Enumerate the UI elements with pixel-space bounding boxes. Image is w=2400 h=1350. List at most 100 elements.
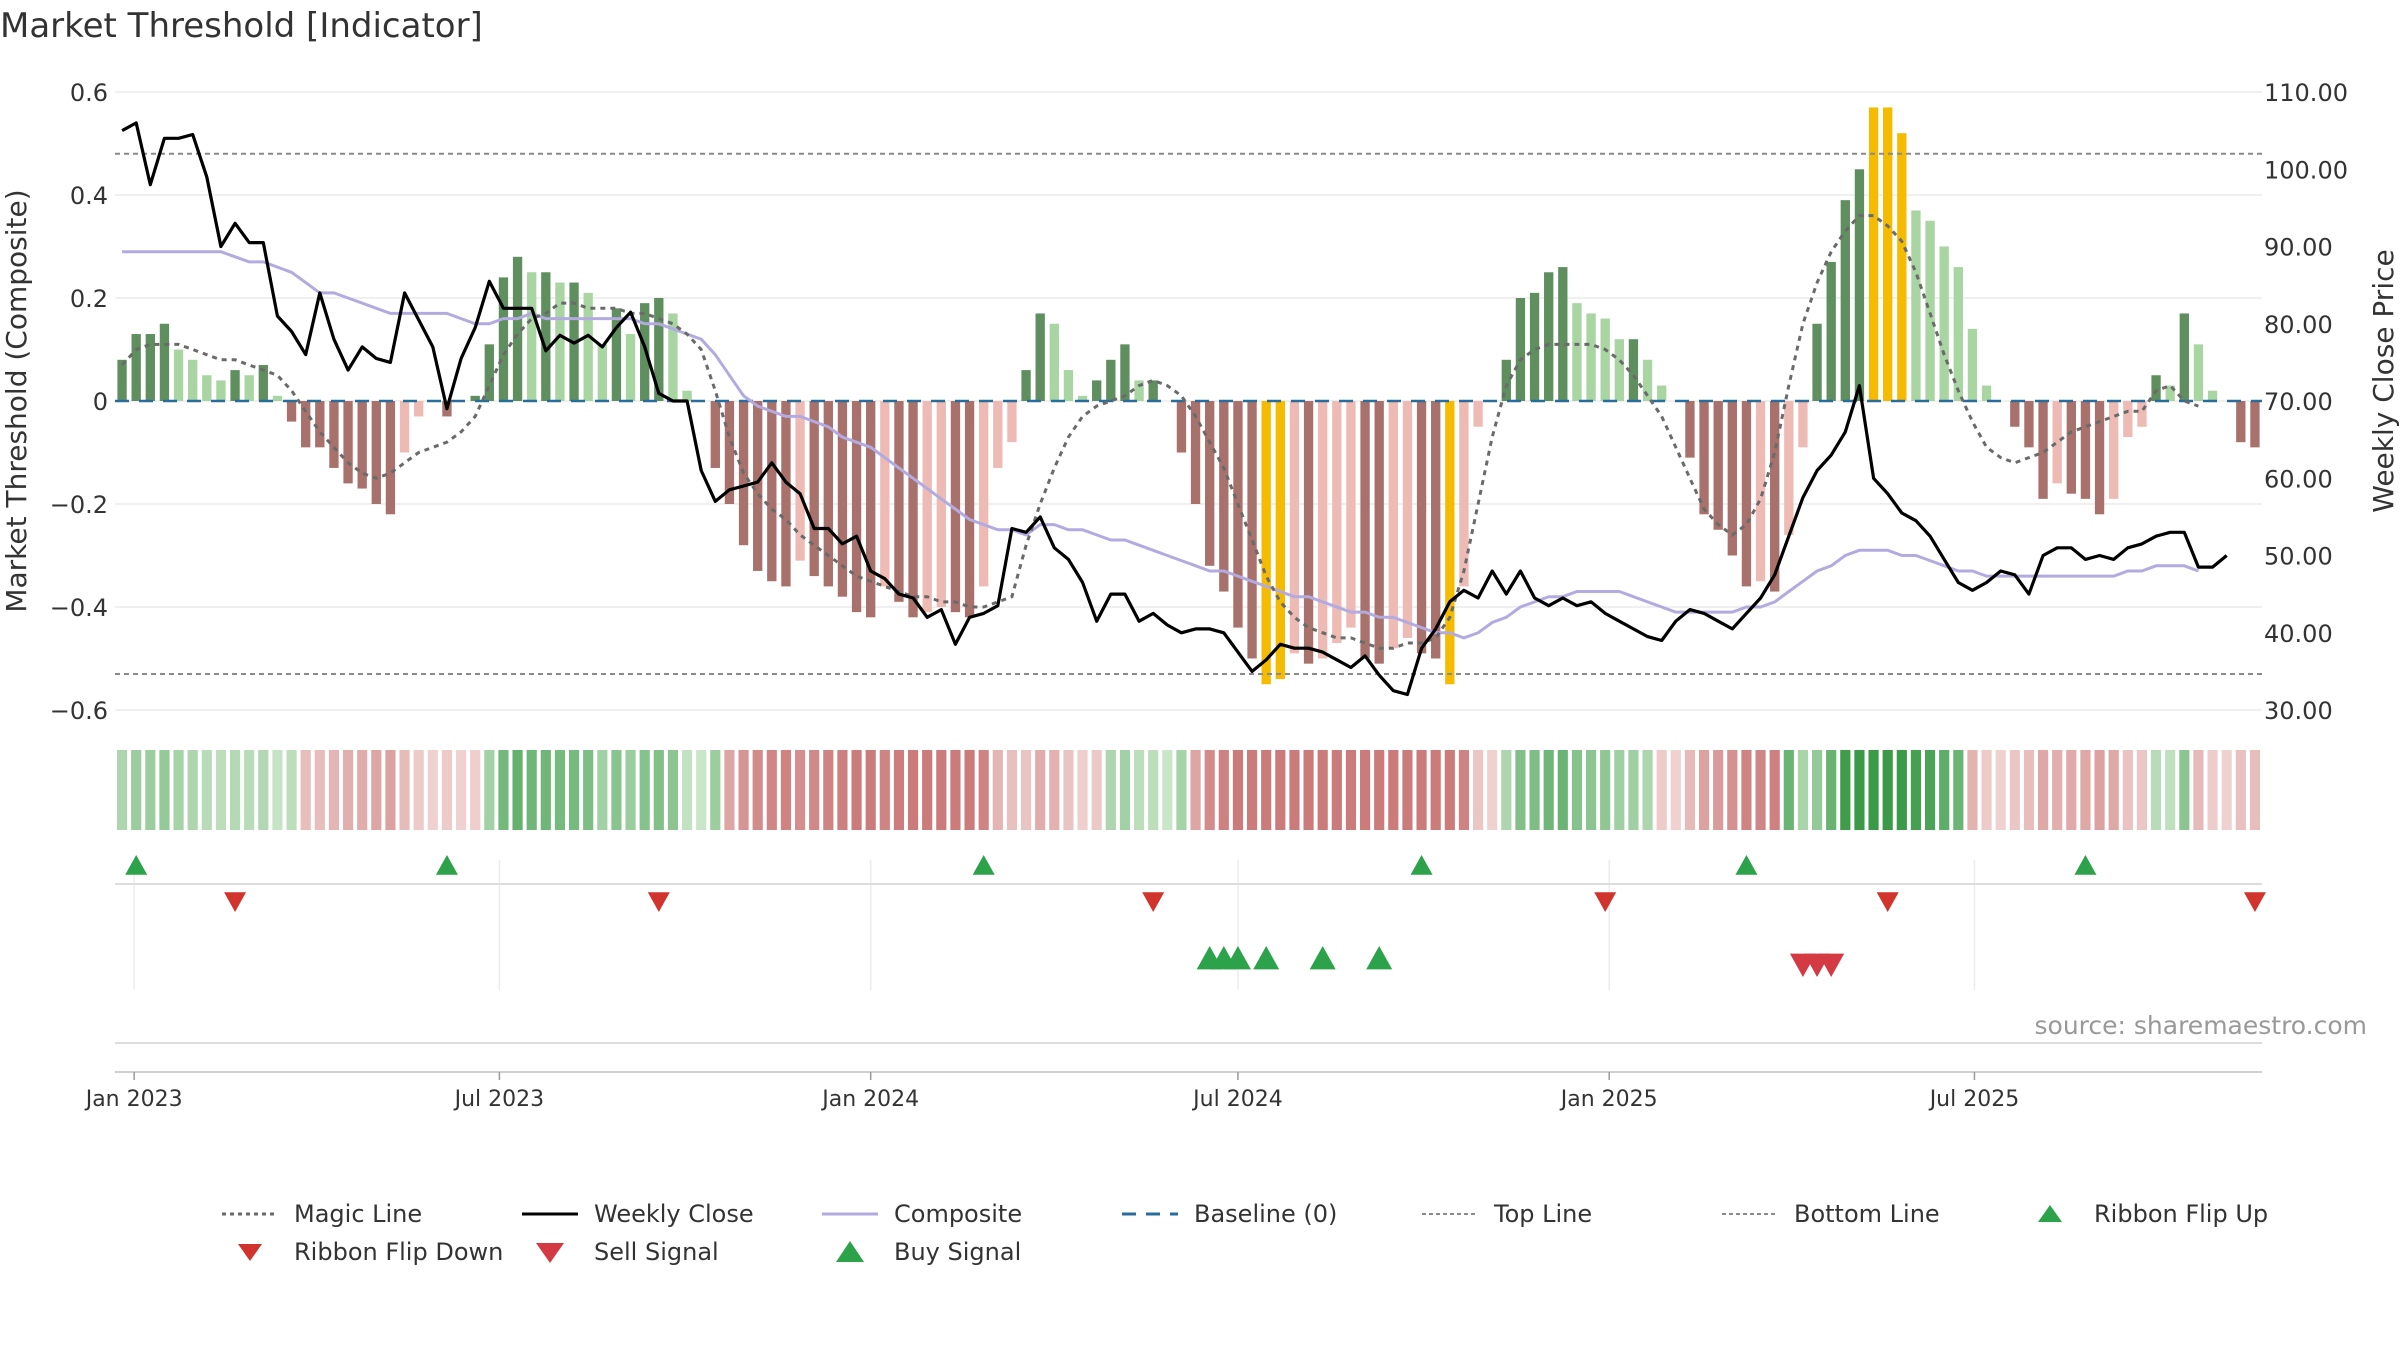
composite-bar	[272, 395, 283, 401]
ribbon-cell	[1119, 750, 1131, 830]
ribbon-cell	[823, 750, 834, 830]
ribbon-cell	[992, 750, 1003, 830]
composite-bar	[159, 323, 170, 401]
bottom-line-swatch	[1722, 1213, 1778, 1215]
ribbon-flip-up-marker	[1410, 855, 1433, 875]
composite-bar	[710, 401, 720, 468]
composite-bar	[1501, 359, 1511, 401]
composite-bar	[541, 272, 551, 401]
y-left-tick-label: −0.4	[50, 594, 108, 622]
ribbon-cell	[2235, 750, 2246, 830]
composite-line	[122, 250, 2199, 640]
ribbon-cell	[229, 750, 241, 830]
composite-bar	[2010, 401, 2020, 427]
legend-item-bottom-line: Bottom Line	[1720, 1200, 2020, 1228]
composite-bar	[583, 292, 593, 401]
composite-bar	[1586, 313, 1596, 401]
composite-bar	[1360, 401, 1370, 659]
ribbon-cell	[696, 750, 707, 830]
ribbon-cell	[244, 750, 255, 830]
composite-bar	[837, 401, 848, 597]
ribbon-cell	[837, 750, 848, 830]
legend-label-baseline: Baseline (0)	[1194, 1200, 1338, 1228]
composite-bar	[301, 401, 311, 448]
composite-bar	[1445, 401, 1455, 685]
ribbon-cell	[1840, 750, 1851, 830]
composite-bar	[823, 401, 833, 587]
composite-bar	[1219, 401, 1229, 592]
ribbon-cell	[2207, 750, 2218, 830]
composite-bar	[1628, 339, 1639, 401]
ribbon-cell	[752, 750, 763, 830]
ribbon-cell	[1444, 750, 1455, 830]
legend-item-ribbon-flip-down: Ribbon Flip Down	[220, 1238, 520, 1266]
composite-bar	[1981, 385, 1992, 401]
composite-bar	[2165, 385, 2175, 401]
composite-bar	[1402, 401, 1413, 638]
ribbon-cell	[2094, 750, 2105, 830]
ribbon-cell	[1416, 750, 1427, 830]
ribbon-cell	[738, 750, 749, 830]
legend-label-ribbon-flip-down: Ribbon Flip Down	[294, 1238, 504, 1266]
ribbon-flip-down-swatch	[238, 1244, 262, 1261]
composite-bar	[470, 395, 480, 401]
ribbon-cell	[851, 750, 862, 830]
composite-bar	[1289, 401, 1300, 654]
legend-item-weekly-close: Weekly Close	[520, 1200, 820, 1228]
composite-bar	[1755, 401, 1766, 582]
buy-signal-marker	[1224, 946, 1251, 970]
ribbon-cell	[1529, 750, 1540, 830]
composite-bar	[781, 401, 791, 587]
ribbon-cell	[2023, 750, 2035, 830]
ribbon-cell	[1359, 750, 1371, 830]
ribbon-cell	[794, 750, 806, 830]
sell-signal-swatch	[536, 1243, 564, 1263]
ribbon-cell	[1924, 750, 1936, 830]
ribbon-cell	[922, 750, 933, 830]
composite-bar	[1176, 401, 1187, 453]
ribbon-cell	[1458, 750, 1470, 830]
ribbon-cell	[1176, 750, 1187, 830]
ribbon-cell	[1501, 750, 1512, 830]
composite-bar	[625, 334, 636, 401]
composite-bar	[1600, 318, 1610, 401]
ribbon-cell	[950, 750, 961, 830]
composite-bar	[2137, 401, 2147, 427]
ribbon-cell	[258, 750, 269, 830]
ribbon-cell	[1261, 750, 1272, 830]
ribbon-cell	[1698, 750, 1710, 830]
ribbon-cell	[936, 750, 947, 830]
ribbon-cell	[1246, 750, 1258, 830]
ribbon-cell	[2080, 750, 2091, 830]
ribbon-flip-up-swatch	[2038, 1205, 2062, 1222]
composite-bar	[908, 401, 918, 618]
composite-bar	[724, 401, 735, 504]
composite-bar	[1826, 261, 1836, 401]
composite-bar	[555, 282, 565, 401]
ribbon-flip-down-marker	[1594, 892, 1617, 912]
legend-row-1: Magic Line Weekly Close Composite Baseli…	[220, 1195, 2380, 1233]
composite-bar	[936, 401, 946, 607]
ribbon-cell	[201, 750, 212, 830]
composite-bar	[131, 334, 141, 401]
composite-bar	[2080, 401, 2091, 499]
ribbon-cell	[625, 750, 636, 830]
x-tick-label: Jul 2025	[1928, 1087, 2020, 1112]
ribbon-cell	[1133, 750, 1145, 830]
y-left-tick-label: 0	[93, 388, 108, 416]
legend-label-buy-signal: Buy Signal	[894, 1238, 1022, 1266]
composite-bar	[1868, 107, 1879, 401]
ribbon-cell	[116, 750, 128, 830]
composite-bar	[2123, 401, 2133, 438]
ribbon-cell	[583, 750, 594, 830]
ribbon-cell	[1600, 750, 1611, 830]
composite-bar	[2250, 401, 2260, 448]
composite-bar	[1529, 292, 1540, 401]
ribbon-cell	[1275, 750, 1286, 830]
composite-bar	[1967, 328, 1978, 401]
ribbon-cell	[1035, 750, 1046, 830]
composite-bar	[1205, 401, 1215, 566]
ribbon-cell	[2249, 750, 2261, 830]
signals-layer	[115, 855, 2266, 1044]
y-right-tick-label: 30.00	[2264, 697, 2333, 725]
